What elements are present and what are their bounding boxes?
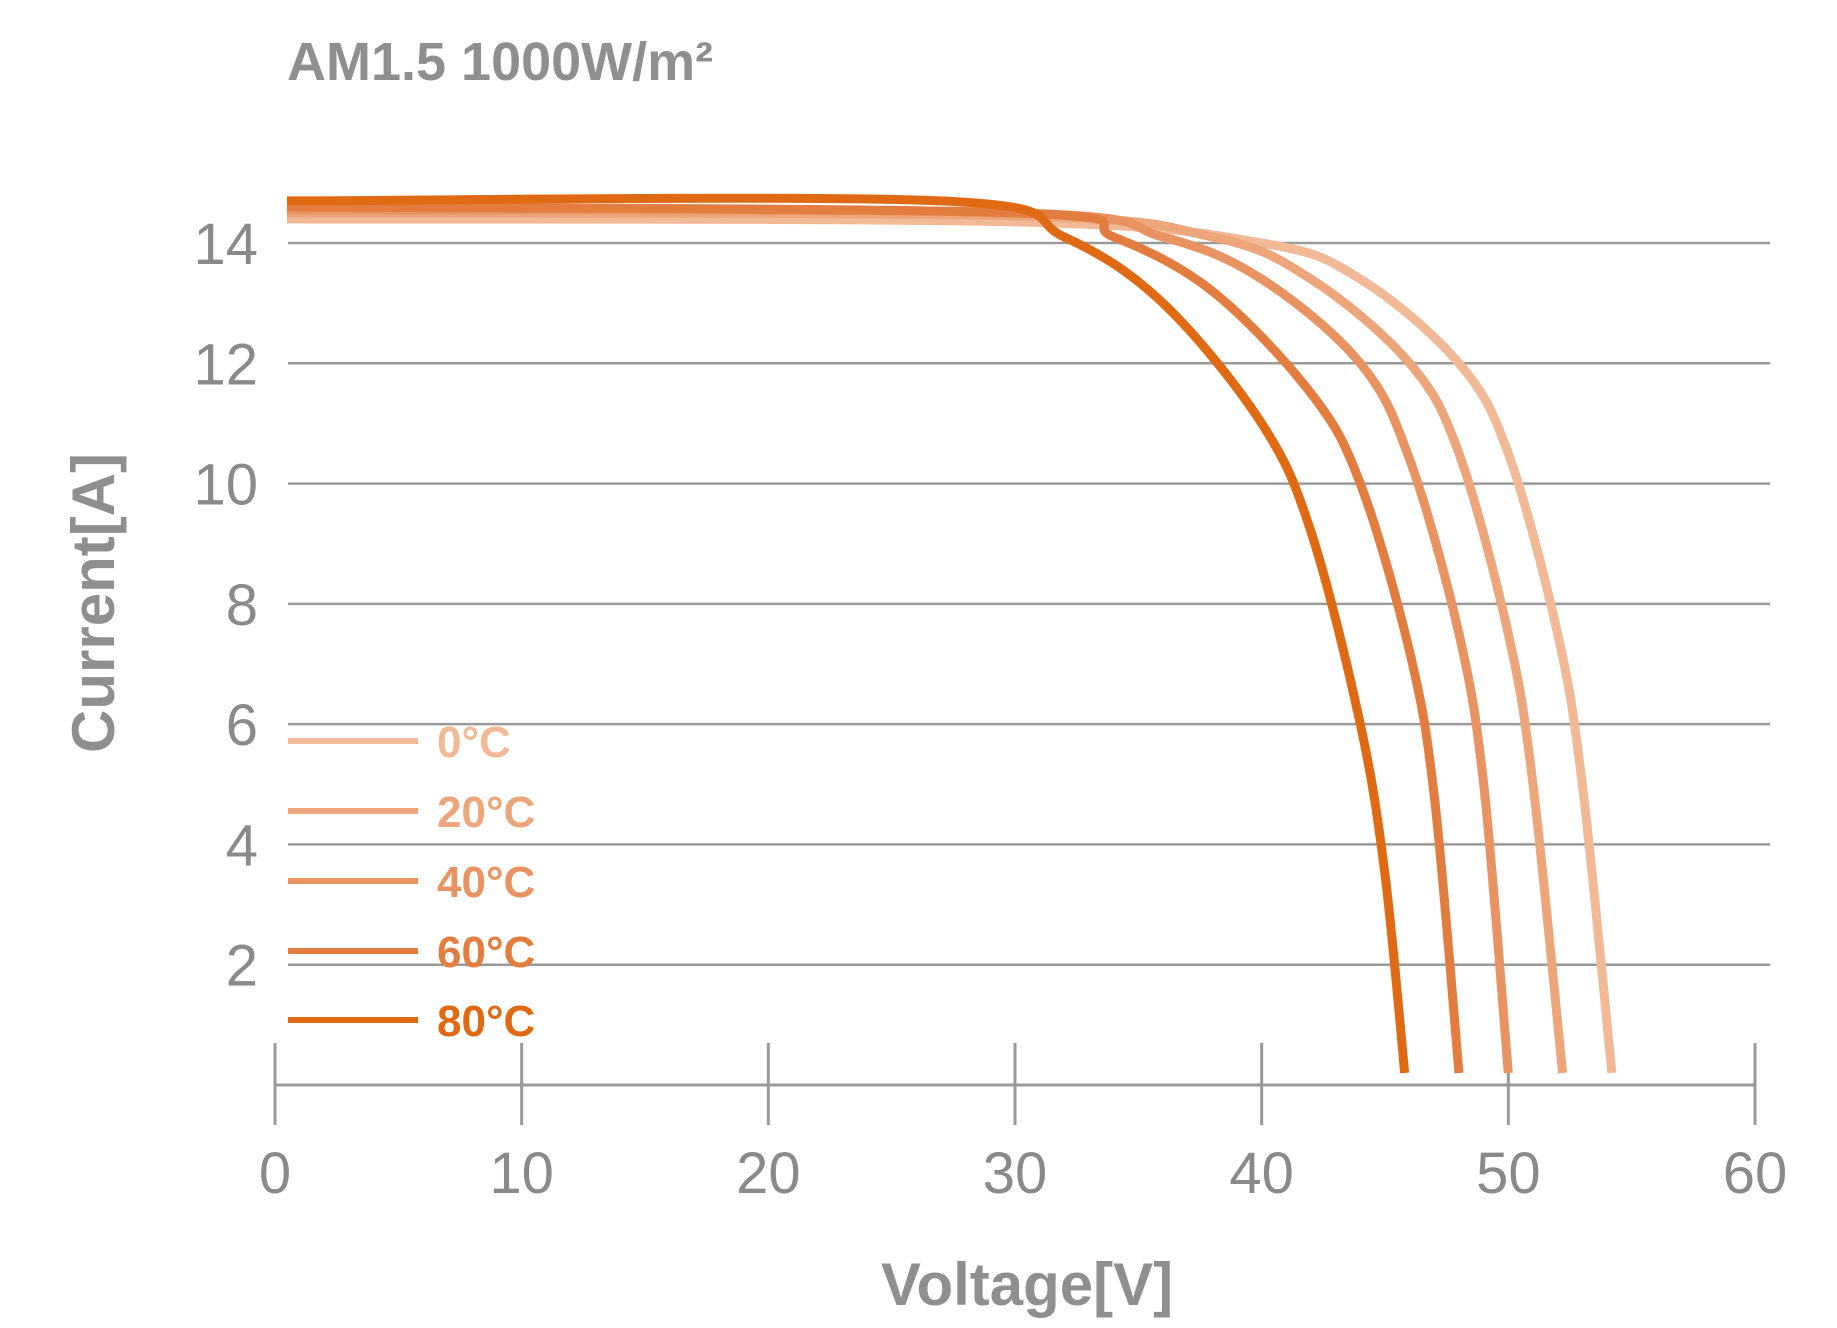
x-axis: 0 10 20 30 40 50 60 xyxy=(259,1043,1787,1206)
x-tick-label-30: 30 xyxy=(983,1141,1048,1206)
x-tick-label-10: 10 xyxy=(489,1141,554,1206)
series-curve-0 xyxy=(286,214,1617,1074)
y-tick-label-6: 6 xyxy=(226,693,258,758)
y-axis-ticks: 2 4 6 8 10 12 14 xyxy=(193,212,258,999)
grid-lines xyxy=(288,241,1770,966)
x-tick-label-0: 0 xyxy=(259,1141,291,1206)
legend-label-4: 80°C xyxy=(437,997,535,1046)
y-tick-label-14: 14 xyxy=(193,212,258,277)
chart-title: AM1.5 1000W/m² xyxy=(287,32,713,92)
x-tick-label-50: 50 xyxy=(1476,1141,1541,1206)
series-curve-3 xyxy=(286,202,1464,1074)
x-tick-label-60: 60 xyxy=(1723,1141,1788,1206)
legend-label-3: 60°C xyxy=(437,928,535,977)
legend-label-0: 0°C xyxy=(437,718,511,767)
legend-label-2: 40°C xyxy=(437,858,535,907)
y-axis-label: Current[A] xyxy=(60,453,127,753)
y-tick-label-4: 4 xyxy=(226,813,258,878)
series-curve-4 xyxy=(286,193,1410,1074)
legend: 0°C 20°C 40°C 60°C 80°C xyxy=(288,718,535,1046)
series-curves xyxy=(286,193,1617,1074)
legend-label-1: 20°C xyxy=(437,788,535,837)
x-tick-label-40: 40 xyxy=(1229,1141,1294,1206)
x-axis-label: Voltage[V] xyxy=(881,1251,1173,1318)
y-tick-label-12: 12 xyxy=(193,332,258,397)
y-tick-label-10: 10 xyxy=(193,453,258,518)
y-tick-label-2: 2 xyxy=(226,934,258,999)
y-tick-label-8: 8 xyxy=(226,573,258,638)
x-tick-label-20: 20 xyxy=(736,1141,801,1206)
